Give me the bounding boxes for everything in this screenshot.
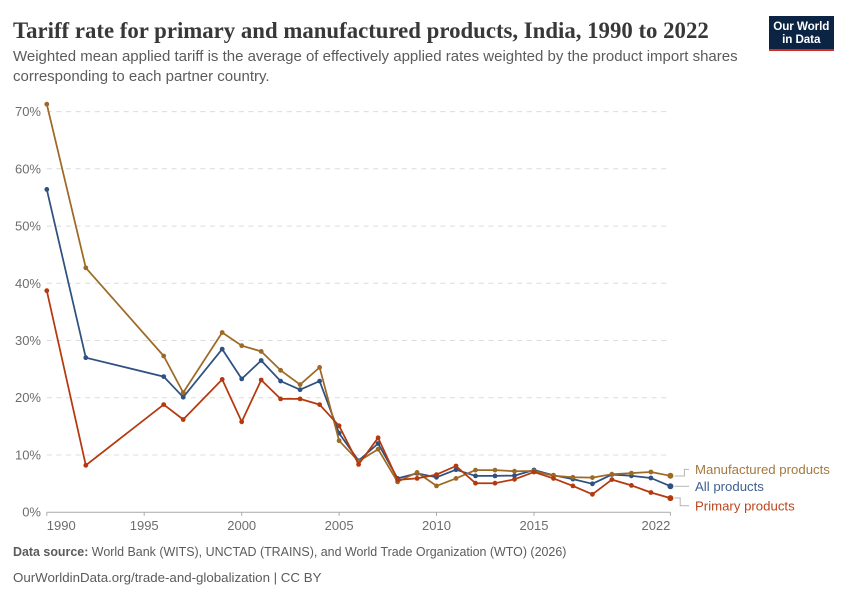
- svg-text:All products: All products: [695, 479, 764, 494]
- svg-text:10%: 10%: [15, 448, 41, 463]
- svg-text:50%: 50%: [15, 219, 41, 234]
- svg-text:20%: 20%: [15, 390, 41, 405]
- svg-text:70%: 70%: [15, 104, 41, 119]
- svg-text:2022: 2022: [641, 518, 670, 533]
- svg-text:2005: 2005: [325, 518, 354, 533]
- svg-text:2010: 2010: [422, 518, 451, 533]
- svg-text:30%: 30%: [15, 333, 41, 348]
- svg-text:1990: 1990: [47, 518, 76, 533]
- svg-text:Primary products: Primary products: [695, 499, 795, 514]
- svg-text:Manufactured products: Manufactured products: [695, 462, 830, 477]
- svg-text:40%: 40%: [15, 276, 41, 291]
- svg-text:60%: 60%: [15, 161, 41, 176]
- svg-text:2015: 2015: [520, 518, 549, 533]
- svg-text:2000: 2000: [227, 518, 256, 533]
- svg-text:1995: 1995: [130, 518, 159, 533]
- svg-text:0%: 0%: [22, 505, 41, 520]
